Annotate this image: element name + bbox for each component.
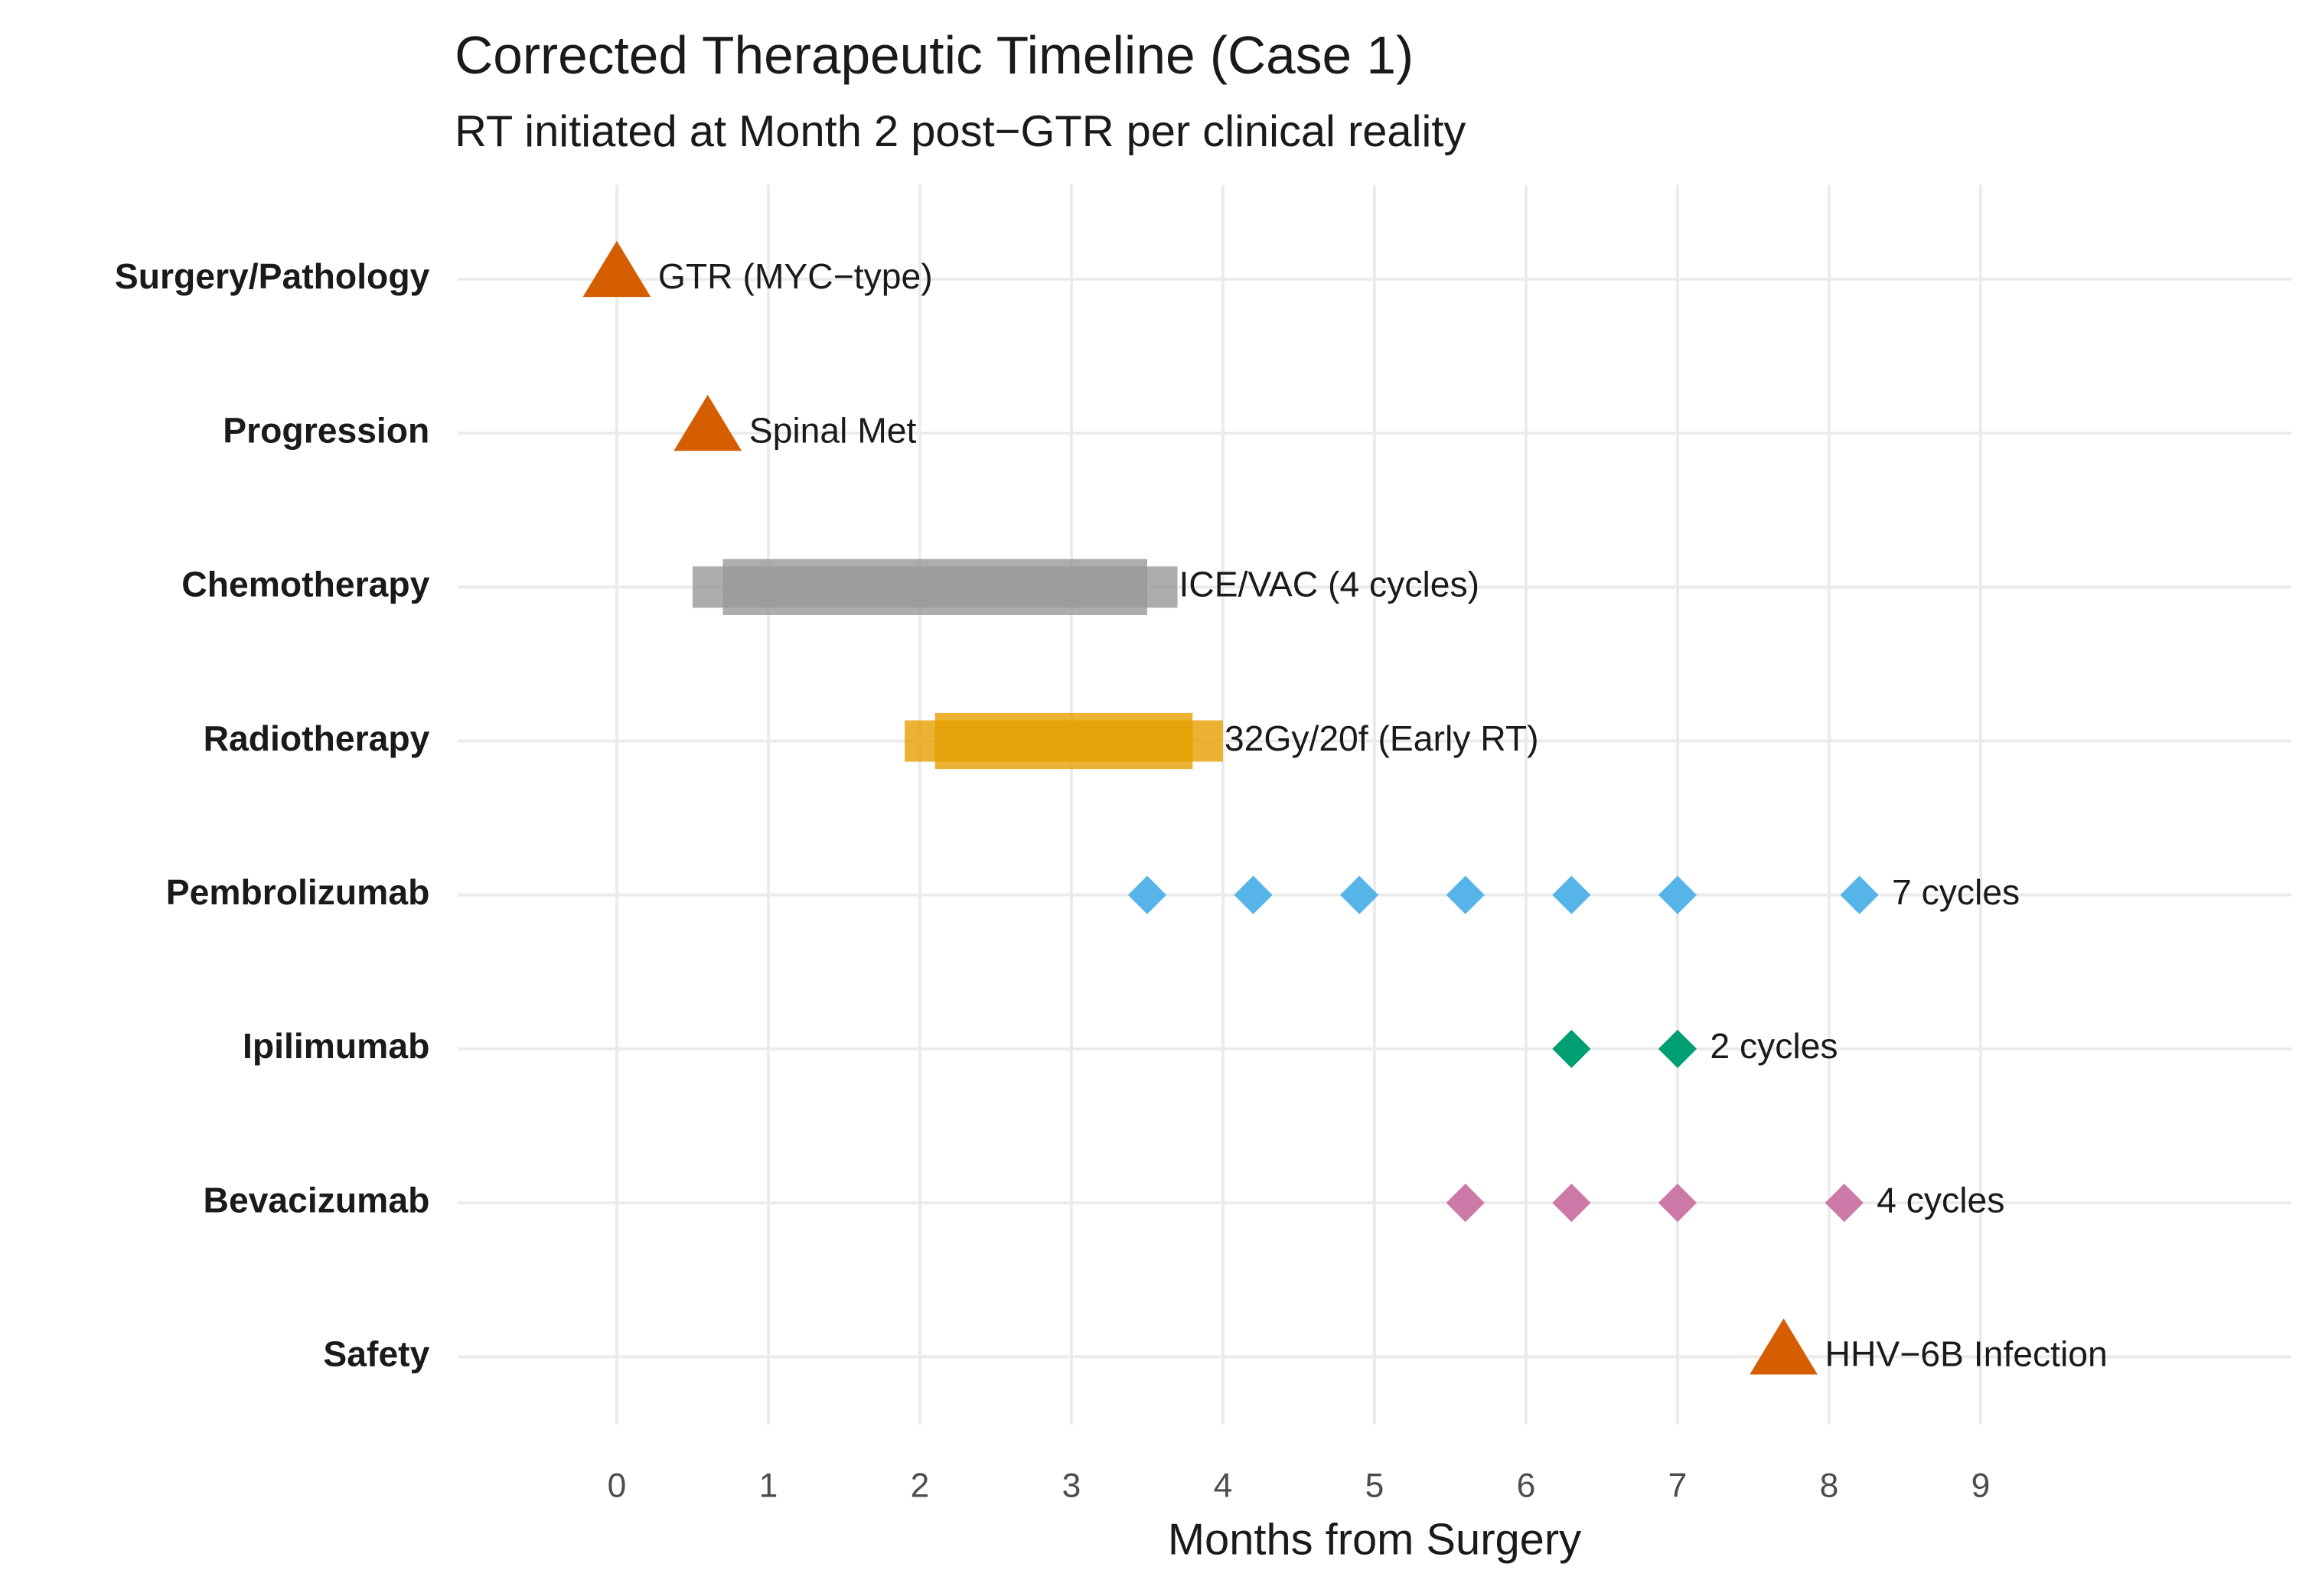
row-label: Radiotherapy <box>204 718 430 758</box>
treatment-span <box>934 712 1193 770</box>
x-tick-label: 0 <box>608 1467 627 1505</box>
annotation: GTR (MYC−type) <box>658 256 933 296</box>
row-label: Progression <box>223 410 429 450</box>
row-label: Surgery/Pathology <box>115 256 430 296</box>
x-tick-label: 6 <box>1517 1467 1536 1505</box>
annotation: 4 cycles <box>1877 1180 2004 1220</box>
annotation: 2 cycles <box>1710 1026 1838 1066</box>
annotation: 32Gy/20f (Early RT) <box>1225 718 1539 758</box>
x-tick-label: 4 <box>1214 1467 1233 1505</box>
x-tick-label: 9 <box>1971 1467 1991 1505</box>
x-tick-label: 5 <box>1365 1467 1384 1505</box>
x-tick-label: 2 <box>911 1467 930 1505</box>
dose-marker <box>1825 1184 1864 1223</box>
dose-marker <box>1234 875 1273 914</box>
dose-marker <box>1446 875 1485 914</box>
annotation: ICE/VAC (4 cycles) <box>1179 565 1479 604</box>
dose-marker <box>1552 1029 1591 1069</box>
annotation: HHV−6B Infection <box>1825 1334 2108 1374</box>
row-label: Chemotherapy <box>181 565 429 604</box>
row-label: Pembrolizumab <box>166 872 430 912</box>
event-marker <box>1750 1318 1818 1375</box>
dose-marker <box>1658 1029 1698 1069</box>
event-marker <box>582 240 651 298</box>
x-tick-label: 1 <box>759 1467 778 1505</box>
dose-marker <box>1127 875 1166 914</box>
dose-marker <box>1340 875 1379 914</box>
dose-marker <box>1446 1184 1485 1223</box>
row-label: Safety <box>323 1334 429 1374</box>
x-tick-label: 3 <box>1062 1467 1081 1505</box>
treatment-span <box>722 559 1147 615</box>
row-label: Bevacizumab <box>204 1180 430 1220</box>
annotation: Spinal Met <box>749 410 917 450</box>
dose-marker <box>1552 1184 1591 1223</box>
dose-marker <box>1658 1184 1698 1223</box>
event-marker <box>673 394 742 451</box>
x-tick-label: 7 <box>1668 1467 1688 1505</box>
chart-title: Corrected Therapeutic Timeline (Case 1) <box>455 25 1414 85</box>
annotation: 7 cycles <box>1892 872 2020 912</box>
dose-marker <box>1552 875 1591 914</box>
chart-subtitle: RT initiated at Month 2 post−GTR per cli… <box>455 107 1466 156</box>
dose-marker <box>1658 875 1698 914</box>
row-label: Ipilimumab <box>243 1026 429 1066</box>
x-axis-title: Months from Surgery <box>1168 1515 1581 1564</box>
dose-marker <box>1840 875 1879 914</box>
x-tick-label: 8 <box>1820 1467 1839 1505</box>
